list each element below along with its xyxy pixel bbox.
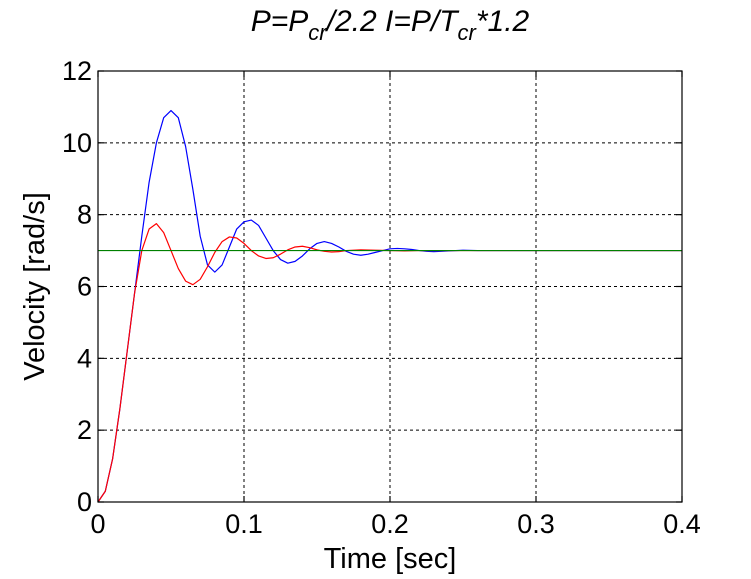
title-subscript: cr <box>308 20 328 45</box>
x-axis-label: Time [sec] <box>324 543 457 575</box>
x-tick-label: 0.1 <box>225 509 263 539</box>
y-tick-label: 2 <box>77 415 92 445</box>
y-tick-label: 10 <box>62 128 92 158</box>
title-part: /2.2 I=P/T <box>325 5 461 38</box>
y-tick-label: 6 <box>77 272 92 302</box>
title-subscript: cr <box>458 20 478 45</box>
y-tick-label: 8 <box>77 200 92 230</box>
x-tick-label: 0.2 <box>371 509 409 539</box>
y-tick-label: 4 <box>77 343 92 373</box>
y-tick-label: 0 <box>77 487 92 517</box>
title-part: *1.2 <box>476 5 530 38</box>
title-part: P=P <box>251 5 309 38</box>
x-tick-label: 0 <box>90 509 105 539</box>
ticks: 0 0.1 0.2 0.3 0.4 0 2 4 6 8 10 12 <box>62 56 701 539</box>
x-tick-label: 0.4 <box>663 509 701 539</box>
grid <box>98 71 682 502</box>
chart-title: P=Pcr/2.2 I=P/Tcr*1.2 <box>251 5 530 45</box>
series-layer <box>97 109 682 503</box>
y-tick-label: 12 <box>62 56 92 86</box>
y-axis-label: Velocity [rad/s] <box>19 192 51 381</box>
x-tick-label: 0.3 <box>517 509 555 539</box>
